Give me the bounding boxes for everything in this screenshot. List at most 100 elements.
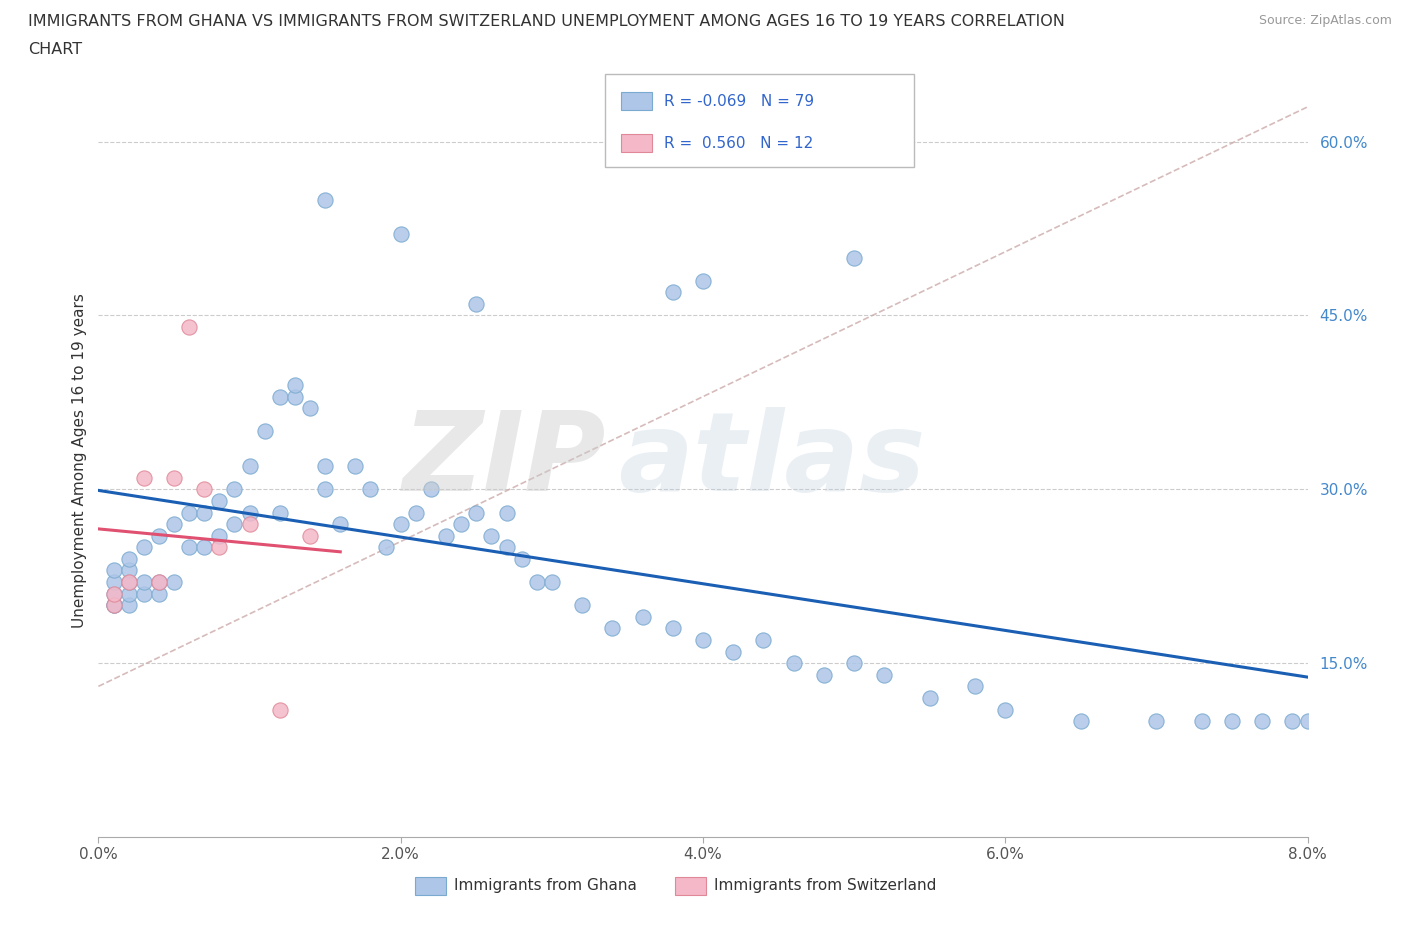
- Point: [1220, 713, 1243, 728]
- Point: [284, 378, 307, 392]
- Point: [1070, 713, 1092, 728]
- Point: [163, 471, 186, 485]
- Text: Immigrants from Switzerland: Immigrants from Switzerland: [714, 878, 936, 893]
- Text: IMMIGRANTS FROM GHANA VS IMMIGRANTS FROM SWITZERLAND UNEMPLOYMENT AMONG AGES 16 : IMMIGRANTS FROM GHANA VS IMMIGRANTS FROM…: [28, 14, 1064, 29]
- Text: Immigrants from Ghana: Immigrants from Ghana: [454, 878, 637, 893]
- Point: [1281, 713, 1303, 728]
- Point: [602, 621, 624, 636]
- Point: [299, 528, 322, 543]
- Point: [965, 679, 987, 694]
- Point: [510, 551, 533, 566]
- Point: [661, 285, 683, 299]
- Point: [329, 517, 352, 532]
- Point: [253, 424, 276, 439]
- Point: [224, 517, 246, 532]
- Point: [540, 575, 562, 590]
- Point: [844, 656, 866, 671]
- Point: [103, 586, 125, 601]
- Point: [389, 517, 412, 532]
- Point: [148, 528, 170, 543]
- Point: [118, 551, 141, 566]
- Point: [239, 458, 262, 473]
- Point: [103, 598, 125, 613]
- Point: [1296, 713, 1319, 728]
- Point: [224, 482, 246, 497]
- Point: [360, 482, 382, 497]
- Point: [873, 668, 896, 683]
- Point: [103, 598, 125, 613]
- Point: [269, 702, 291, 717]
- Point: [752, 632, 775, 647]
- Point: [193, 505, 215, 520]
- Point: [434, 528, 457, 543]
- Point: [692, 273, 714, 288]
- Point: [118, 598, 141, 613]
- Point: [132, 471, 155, 485]
- Point: [783, 656, 806, 671]
- Point: [1146, 713, 1168, 728]
- Text: ZIP: ZIP: [402, 406, 606, 514]
- Point: [526, 575, 548, 590]
- Text: CHART: CHART: [28, 42, 82, 57]
- Point: [208, 539, 231, 554]
- Point: [239, 505, 262, 520]
- Point: [994, 702, 1017, 717]
- Point: [132, 539, 155, 554]
- Point: [269, 389, 291, 404]
- Point: [239, 517, 262, 532]
- Point: [1251, 713, 1274, 728]
- Point: [314, 482, 336, 497]
- Point: [118, 575, 141, 590]
- Point: [148, 575, 170, 590]
- Point: [103, 563, 125, 578]
- Point: [163, 517, 186, 532]
- Point: [163, 575, 186, 590]
- Point: [103, 586, 125, 601]
- Point: [571, 598, 593, 613]
- Point: [299, 401, 322, 416]
- Point: [481, 528, 503, 543]
- Text: Source: ZipAtlas.com: Source: ZipAtlas.com: [1258, 14, 1392, 27]
- Point: [813, 668, 835, 683]
- Point: [118, 586, 141, 601]
- Point: [844, 250, 866, 265]
- Point: [103, 598, 125, 613]
- Point: [148, 586, 170, 601]
- Point: [723, 644, 745, 659]
- Point: [314, 193, 336, 207]
- Point: [208, 494, 231, 509]
- Point: [193, 482, 215, 497]
- Point: [132, 586, 155, 601]
- Point: [284, 389, 307, 404]
- Point: [450, 517, 472, 532]
- Point: [692, 632, 714, 647]
- Point: [103, 575, 125, 590]
- Point: [661, 621, 683, 636]
- Point: [148, 575, 170, 590]
- Point: [193, 539, 215, 554]
- Text: atlas: atlas: [619, 406, 925, 514]
- Point: [1191, 713, 1213, 728]
- Point: [374, 539, 396, 554]
- Point: [179, 320, 201, 335]
- Point: [465, 297, 488, 312]
- Y-axis label: Unemployment Among Ages 16 to 19 years: Unemployment Among Ages 16 to 19 years: [72, 293, 87, 628]
- Point: [118, 575, 141, 590]
- Point: [132, 575, 155, 590]
- Point: [269, 505, 291, 520]
- Point: [179, 539, 201, 554]
- Point: [179, 505, 201, 520]
- Point: [495, 505, 517, 520]
- Point: [420, 482, 443, 497]
- Point: [208, 528, 231, 543]
- Point: [314, 458, 336, 473]
- Text: R =  0.560   N = 12: R = 0.560 N = 12: [664, 136, 813, 151]
- Point: [495, 539, 517, 554]
- Point: [118, 563, 141, 578]
- Point: [389, 227, 412, 242]
- Point: [631, 609, 654, 624]
- Point: [918, 690, 941, 705]
- Text: R = -0.069   N = 79: R = -0.069 N = 79: [664, 94, 814, 109]
- Point: [344, 458, 367, 473]
- Point: [465, 505, 488, 520]
